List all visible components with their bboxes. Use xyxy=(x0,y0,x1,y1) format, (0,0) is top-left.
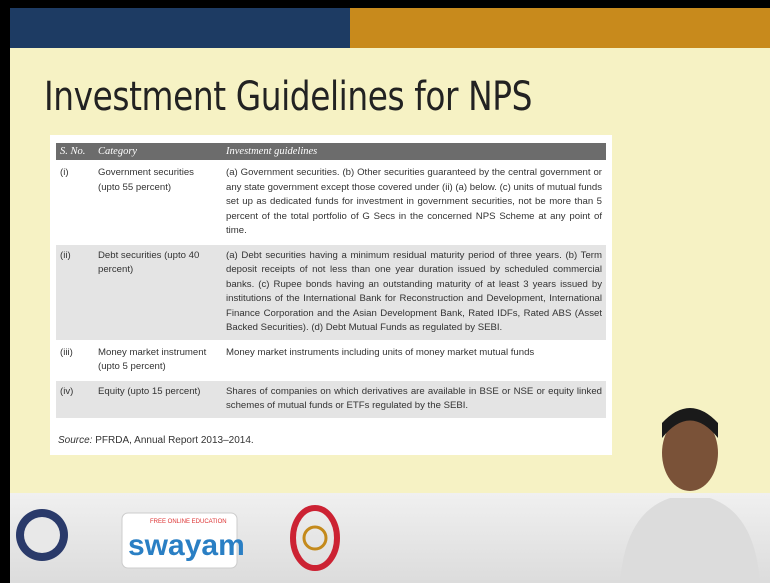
table-cell: Money market instrument (upto 5 percent) xyxy=(94,339,222,380)
logos: FREE ONLINE EDUCATION swayam xyxy=(16,505,340,571)
presenter-shirt xyxy=(620,498,760,583)
table-cell: Equity (upto 15 percent) xyxy=(94,378,222,418)
source-note: Source: PFRDA, Annual Report 2013–2014. xyxy=(58,435,254,446)
top-bar xyxy=(10,8,350,48)
swayam-wordmark: swayam xyxy=(128,529,245,562)
source-label: Source: xyxy=(58,435,93,446)
top-bar-accent xyxy=(350,8,770,48)
presenter xyxy=(620,408,760,583)
header-row: S. No. Category Investment guidelines xyxy=(56,143,606,161)
table-row: (ii) Debt securities (upto 40 percent) (a)… xyxy=(56,242,606,341)
nptel-logo xyxy=(290,505,340,571)
nptel-logo-inner xyxy=(302,525,328,551)
header-cell: Investment guidelines xyxy=(222,143,606,161)
table-cell: Money market instruments including units… xyxy=(222,339,606,380)
iit-logo-inner xyxy=(24,517,60,553)
table-row: (i) Government securities (upto 55 percen… xyxy=(56,160,606,244)
header-cell: Category xyxy=(94,143,222,161)
table-cell: (iii) xyxy=(56,339,94,380)
table-image: S. No. Category Investment guidelines (i… xyxy=(50,135,612,455)
presenter-hair xyxy=(662,408,718,438)
presenter-head xyxy=(662,415,718,491)
table-cell: Government securities (upto 55 percent) xyxy=(94,160,222,244)
swayam-tagline: FREE ONLINE EDUCATION xyxy=(150,519,227,525)
table-cell: (ii) xyxy=(56,242,94,341)
slide-title: Investment Guidelines for NPS xyxy=(44,74,533,120)
header-cell: S. No. xyxy=(56,143,94,161)
table-row: (iv) Equity (upto 15 percent) Shares of co… xyxy=(56,378,606,418)
swayam-box xyxy=(121,512,238,569)
table-cell: (a) Debt securities having a minimum res… xyxy=(222,242,606,341)
table-cell: (iv) xyxy=(56,378,94,418)
table-cell: (a) Government securities. (b) Other sec… xyxy=(222,160,606,244)
table-body: (i) Government securities (upto 55 percen… xyxy=(56,160,606,418)
slide: Investment Guidelines for NPS S. No. Cat… xyxy=(10,8,770,583)
source-text: PFRDA, Annual Report 2013–2014. xyxy=(95,435,254,446)
table-row: (iii) Money market instrument (upto 5 per… xyxy=(56,339,606,380)
table-cell: Shares of companies on which derivatives… xyxy=(222,378,606,418)
table-cell: (i) xyxy=(56,160,94,244)
guidelines-table: S. No. Category Investment guidelines (i… xyxy=(56,143,606,418)
table-cell: Debt securities (upto 40 percent) xyxy=(94,242,222,341)
